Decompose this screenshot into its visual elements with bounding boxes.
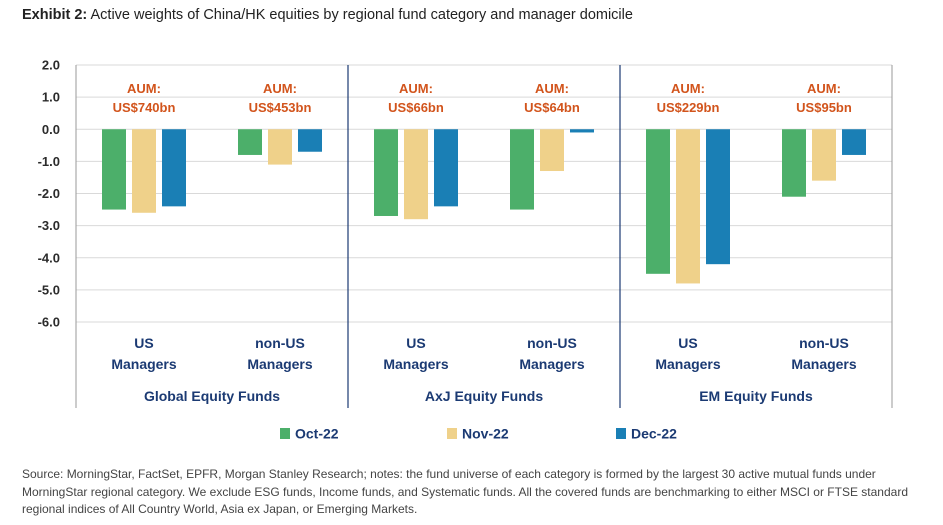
bar [706, 129, 730, 265]
manager-label: Managers [791, 356, 857, 372]
y-tick-label: 1.0 [42, 90, 60, 105]
bar [132, 129, 156, 213]
aum-label: US$453bn [249, 100, 312, 115]
manager-label: non-US [527, 335, 577, 351]
manager-label: Managers [519, 356, 585, 372]
category-labels: Global Equity Funds AUM: US$740bn US Manager… [111, 81, 857, 404]
manager-label: US [134, 335, 153, 351]
legend-swatch [616, 428, 626, 439]
bar [570, 129, 594, 133]
aum-label: AUM: [807, 81, 841, 96]
legend-label: Oct-22 [295, 426, 339, 442]
manager-label: US [406, 335, 425, 351]
bar [540, 129, 564, 172]
manager-label: Managers [111, 356, 177, 372]
y-tick-label: -4.0 [38, 250, 60, 265]
aum-label: AUM: [671, 81, 705, 96]
bars [102, 129, 866, 284]
aum-label: US$64bn [524, 100, 580, 115]
group-label: Global Equity Funds [144, 388, 280, 404]
group-label: EM Equity Funds [699, 388, 813, 404]
bar [268, 129, 292, 165]
aum-label: US$229bn [657, 100, 720, 115]
y-tick-label: -5.0 [38, 282, 60, 297]
bar [510, 129, 534, 210]
aum-label: US$740bn [113, 100, 176, 115]
aum-label: US$66bn [388, 100, 444, 115]
manager-label: Managers [247, 356, 313, 372]
legend-swatch [280, 428, 290, 439]
bar [434, 129, 458, 207]
y-tick-label: -3.0 [38, 218, 60, 233]
y-tick-label: -1.0 [38, 154, 60, 169]
manager-label: non-US [799, 335, 849, 351]
bar [676, 129, 700, 284]
legend: Oct-22 Nov-22 Dec-22 [280, 426, 677, 442]
bar [646, 129, 670, 274]
manager-label: US [678, 335, 697, 351]
y-tick-label: -6.0 [38, 315, 60, 330]
bar [102, 129, 126, 210]
exhibit-label: Exhibit 2: [22, 7, 88, 23]
bar [782, 129, 806, 197]
bar [238, 129, 262, 155]
group-label: AxJ Equity Funds [425, 388, 543, 404]
bar [374, 129, 398, 216]
bar-chart: 2.0 1.0 0.0 -1.0 -2.0 -3.0 -4.0 -5.0 -6.0 Global… [38, 58, 893, 442]
bar [404, 129, 428, 220]
bar [162, 129, 186, 207]
aum-label: US$95bn [796, 100, 852, 115]
legend-swatch [447, 428, 457, 439]
bar [842, 129, 866, 155]
title-text: Active weights of China/HK equities by r… [90, 7, 633, 23]
gridlines [75, 64, 893, 408]
y-tick-label: -2.0 [38, 186, 60, 201]
y-tick-label: 0.0 [42, 122, 60, 137]
bar [298, 129, 322, 152]
footnote: Source: MorningStar, FactSet, EPFR, Morg… [22, 467, 909, 516]
legend-label: Nov-22 [462, 426, 509, 442]
legend-label: Dec-22 [631, 426, 677, 442]
aum-label: AUM: [263, 81, 297, 96]
aum-label: AUM: [399, 81, 433, 96]
manager-label: Managers [383, 356, 449, 372]
bar [812, 129, 836, 181]
y-axis: 2.0 1.0 0.0 -1.0 -2.0 -3.0 -4.0 -5.0 -6.0 [38, 58, 60, 330]
chart-title: Exhibit 2: Active weights of China/HK eq… [22, 7, 633, 23]
aum-label: AUM: [127, 81, 161, 96]
manager-label: non-US [255, 335, 305, 351]
y-tick-label: 2.0 [42, 58, 60, 73]
manager-label: Managers [655, 356, 721, 372]
aum-label: AUM: [535, 81, 569, 96]
